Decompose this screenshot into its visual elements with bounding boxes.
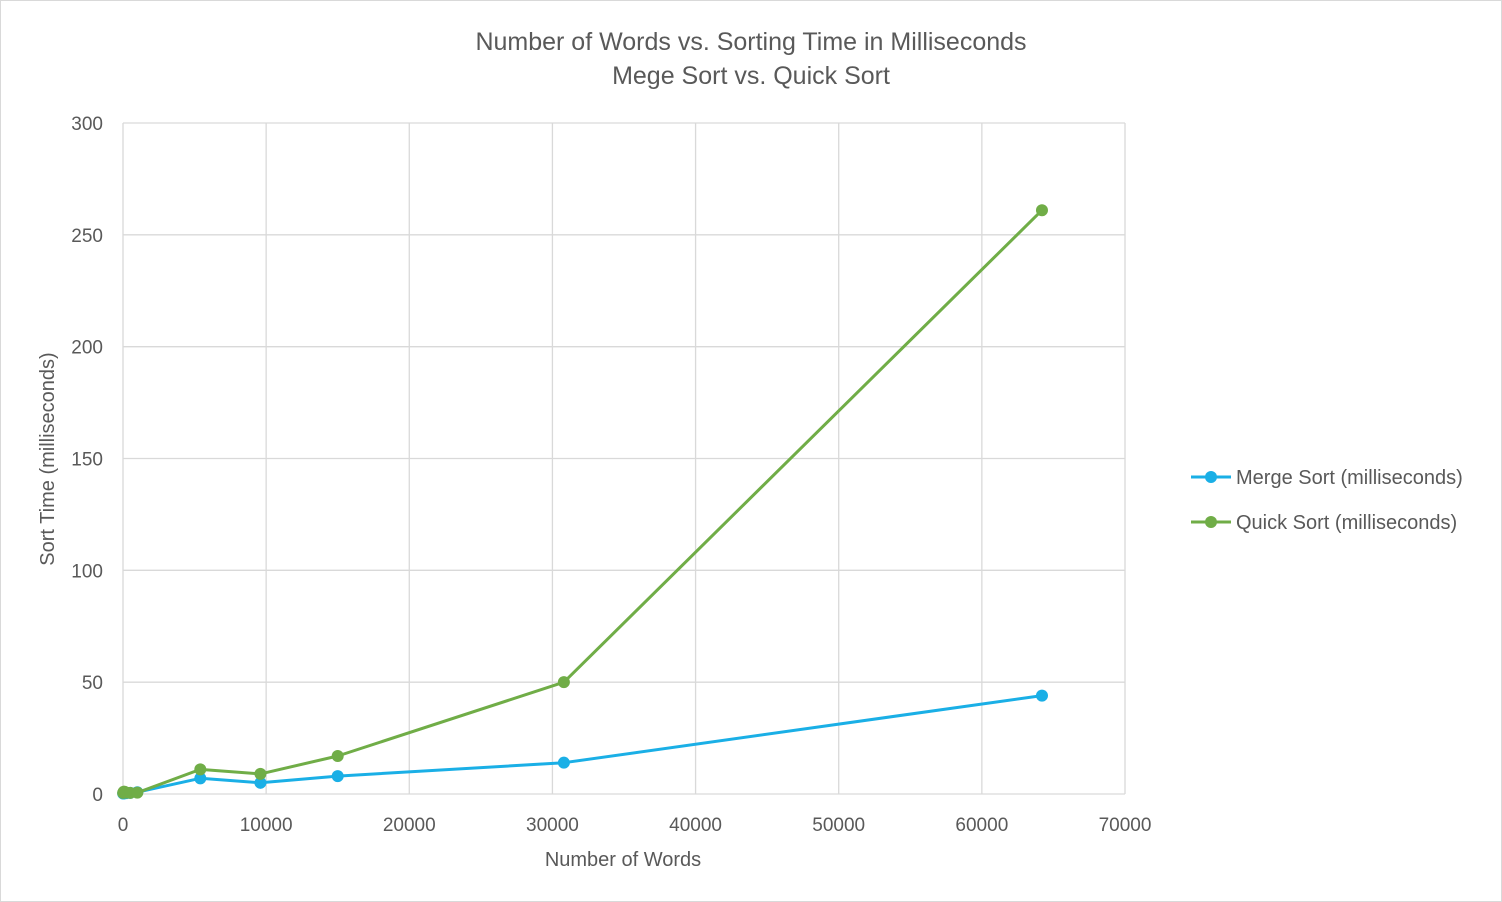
chart-subtitle: Mege Sort vs. Quick Sort (612, 62, 890, 90)
x-tick-label: 40000 (669, 815, 722, 836)
data-point (194, 772, 207, 785)
legend-marker-swatch (1205, 516, 1217, 528)
y-tick-label: 50 (82, 673, 103, 694)
y-tick-label: 100 (71, 561, 103, 582)
data-point (254, 776, 267, 789)
y-tick-label: 0 (92, 785, 103, 806)
data-point (557, 676, 570, 689)
legend-label: Merge Sort (milliseconds) (1236, 467, 1463, 489)
series-quick-sort-milliseconds (117, 204, 1048, 799)
data-point (557, 756, 570, 769)
series-line (121, 209, 1044, 795)
data-point (331, 749, 344, 762)
data-point (131, 786, 144, 799)
x-axis-title: Number of Words (545, 849, 701, 871)
series-plot-area (117, 204, 1048, 800)
chart-title: Number of Words vs. Sorting Time in Mill… (475, 28, 1026, 56)
x-tick-label: 60000 (955, 815, 1008, 836)
legend-item: Merge Sort (milliseconds) (1191, 467, 1463, 489)
tick-labels: 0 50 100 150 200 250 300 0 10000 20000 30000 40000 5… (71, 114, 1151, 836)
series-merge-sort-milliseconds (117, 689, 1048, 800)
y-tick-label: 200 (71, 338, 103, 359)
x-tick-label: 0 (118, 815, 129, 836)
y-axis-title: Sort Time (milliseconds) (37, 352, 59, 565)
x-tick-label: 70000 (1099, 815, 1152, 836)
legend-item: Quick Sort (milliseconds) (1191, 512, 1457, 534)
data-point (194, 763, 207, 776)
x-tick-label: 20000 (383, 815, 436, 836)
y-tick-label: 300 (71, 114, 103, 135)
x-tick-label: 50000 (812, 815, 865, 836)
y-tick-label: 250 (71, 226, 103, 247)
legend-label: Quick Sort (milliseconds) (1236, 512, 1457, 534)
data-point (254, 767, 267, 780)
data-point (1035, 204, 1048, 217)
y-tick-label: 150 (71, 450, 103, 471)
legend: Merge Sort (milliseconds) Quick Sort (mil… (1191, 467, 1463, 534)
x-tick-label: 30000 (526, 815, 579, 836)
data-point (331, 770, 344, 783)
x-tick-label: 10000 (240, 815, 293, 836)
data-point (1035, 689, 1048, 702)
legend-marker-swatch (1205, 471, 1217, 483)
gridlines (122, 122, 1126, 795)
